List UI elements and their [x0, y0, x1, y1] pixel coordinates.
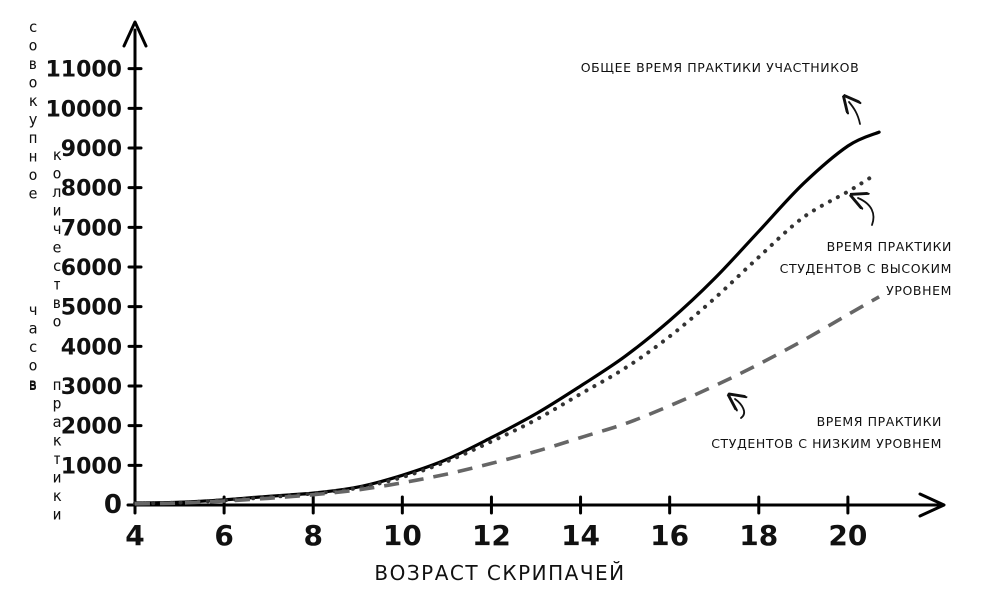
x-ticks: 4 6 8 10 12 14 16 18 20 — [125, 495, 867, 552]
y-tick-label: 4000 — [61, 335, 122, 360]
x-tick-label: 4 — [125, 519, 144, 552]
annotation-2-line: УРОВНЕМ — [886, 283, 952, 298]
x-tick-label: 14 — [561, 519, 600, 552]
series-line-1 — [133, 130, 881, 505]
annotations: ОБЩЕЕ ВРЕМЯ ПРАКТИКИ УЧАСТНИКОВ ВРЕМЯ ПРА… — [581, 60, 952, 451]
y-axis-label: с о в о к у п н о е к о л и ч е с т в о ч а с о вв п р а к т и к и — [28, 18, 61, 524]
x-axis-label: ВОЗРАСТ СКРИПАЧЕЙ — [374, 561, 625, 585]
annotation-1-line: ОБЩЕЕ ВРЕМЯ ПРАКТИКИ УЧАСТНИКОВ — [581, 60, 860, 75]
annotation-arrow-icon — [858, 198, 875, 226]
y-ticks: 0 1000 2000 3000 4000 5000 6000 7000 8000 9000 100… — [45, 58, 143, 520]
y-tick-label: 3000 — [61, 375, 122, 400]
x-tick-label: 10 — [383, 519, 422, 552]
y-tick-label: 6000 — [61, 256, 122, 281]
x-axis-arrow-icon — [918, 492, 946, 518]
x-tick-label: 20 — [828, 519, 867, 552]
annotation-arrow-icon — [849, 102, 860, 125]
y-tick-label: 0 — [104, 490, 122, 520]
series-line-2 — [133, 175, 873, 506]
y-axis-arrow-icon — [122, 20, 148, 48]
annotation-2-line: СТУДЕНТОВ С ВЫСОКИМ — [780, 261, 952, 276]
y-tick-label: 11000 — [45, 58, 122, 83]
x-tick-label: 12 — [472, 519, 511, 552]
y-tick-label: 1000 — [61, 454, 122, 479]
annotation-arrow-icon — [735, 399, 744, 419]
y-tick-label: 2000 — [61, 415, 122, 440]
annotation-2-line: ВРЕМЯ ПРАКТИКИ — [827, 239, 952, 254]
series-layer — [133, 130, 881, 506]
y-axis-label-word: в — [28, 376, 37, 394]
x-tick-label: 16 — [650, 519, 689, 552]
y-tick-label: 10000 — [45, 97, 122, 122]
annotation-3-line: СТУДЕНТОВ С НИЗКИМ УРОВНЕМ — [711, 436, 942, 451]
x-tick-label: 6 — [214, 519, 233, 552]
y-tick-label: 9000 — [61, 137, 122, 162]
x-tick-label: 18 — [739, 519, 778, 552]
x-tick-label: 8 — [303, 519, 322, 552]
y-tick-label: 8000 — [61, 177, 122, 202]
y-tick-label: 7000 — [61, 216, 122, 241]
annotation-3-line: ВРЕМЯ ПРАКТИКИ — [817, 414, 942, 429]
series-line-3 — [134, 295, 880, 506]
y-tick-label: 5000 — [61, 296, 122, 321]
